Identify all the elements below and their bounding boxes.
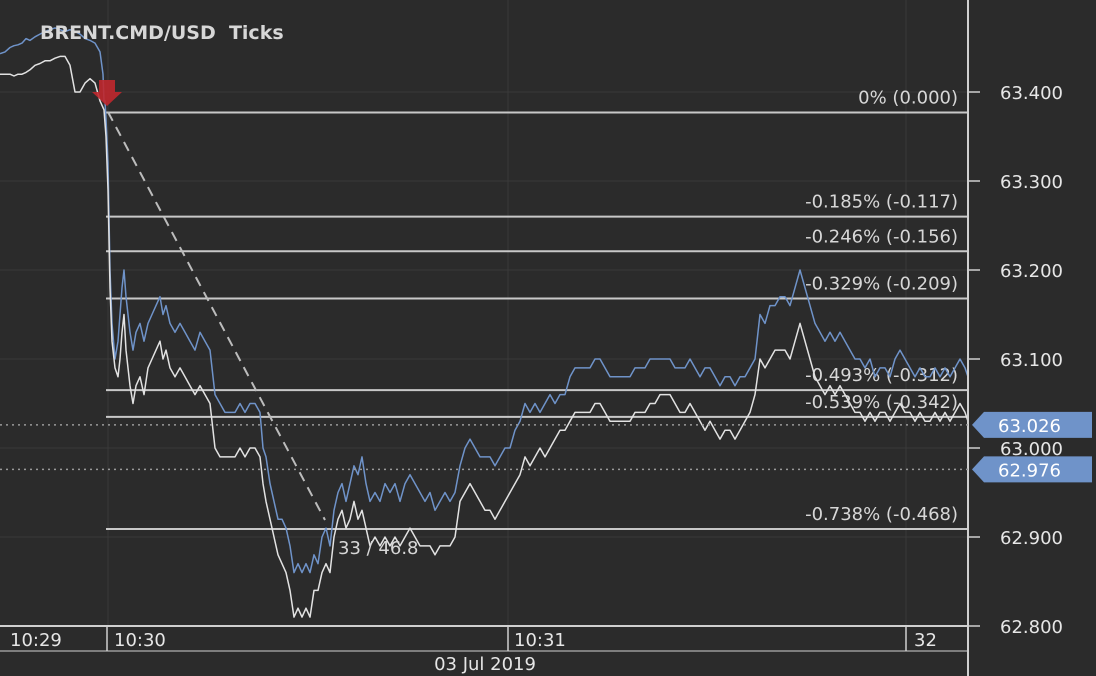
x-axis-ticks: 10:29 10:30 10:31 32	[10, 626, 937, 651]
series-line-bid[interactable]	[0, 55, 969, 618]
series-group	[0, 27, 969, 618]
entry-marker[interactable]	[92, 80, 122, 106]
y-axis-ticks: 63.400 63.300 63.200 63.100 63.000 62.900 62.8…	[968, 83, 1063, 638]
fib-level-label: -0.185% (-0.117)	[805, 192, 958, 213]
price-tag-badge	[972, 411, 1092, 438]
fibonacci-levels[interactable]: 0% (0.000) -0.185% (-0.117) -0.246% (-0.15…	[106, 87, 968, 530]
y-tick-label: 63.300	[1000, 172, 1063, 193]
x-tick-label: 10:31	[514, 630, 566, 651]
y-tick-label: 63.400	[1000, 83, 1063, 104]
y-tick-label: 63.100	[1000, 350, 1063, 371]
x-tick-label: 10:29	[10, 630, 62, 651]
fib-level-label: -0.329% (-0.209)	[805, 273, 958, 294]
price-tag-badge	[972, 456, 1092, 483]
fib-level-label: -0.539% (-0.342)	[805, 392, 958, 413]
date-label: 03 Jul 2019	[434, 654, 536, 675]
y-tick-label: 63.000	[1000, 439, 1063, 460]
x-tick-label: 32	[914, 630, 937, 651]
y-tick-label: 63.200	[1000, 261, 1063, 282]
fib-level-label: 0% (0.000)	[858, 87, 958, 108]
y-tick-label: 62.800	[1000, 617, 1063, 638]
price-tag-label: 63.026	[998, 416, 1061, 437]
fibonacci-trend-line[interactable]	[107, 111, 326, 521]
fib-level-label: -0.246% (-0.156)	[805, 226, 958, 247]
fib-level-label: -0.738% (-0.468)	[805, 504, 958, 525]
chart-title: BRENT.CMD/USD Ticks	[40, 22, 284, 44]
price-tags: 63.026 62.976	[0, 411, 1092, 483]
price-tag-label: 62.976	[998, 460, 1061, 481]
fib-level-label: -0.493% (-0.312)	[805, 365, 958, 386]
x-tick-label: 10:30	[114, 630, 166, 651]
series-line-ask[interactable]	[0, 27, 969, 574]
trend-annotation: 33 / 46.8	[338, 538, 419, 559]
y-axis-panel	[969, 0, 1096, 676]
marker-arrow-icon	[92, 80, 122, 106]
y-tick-label: 62.900	[1000, 528, 1063, 549]
